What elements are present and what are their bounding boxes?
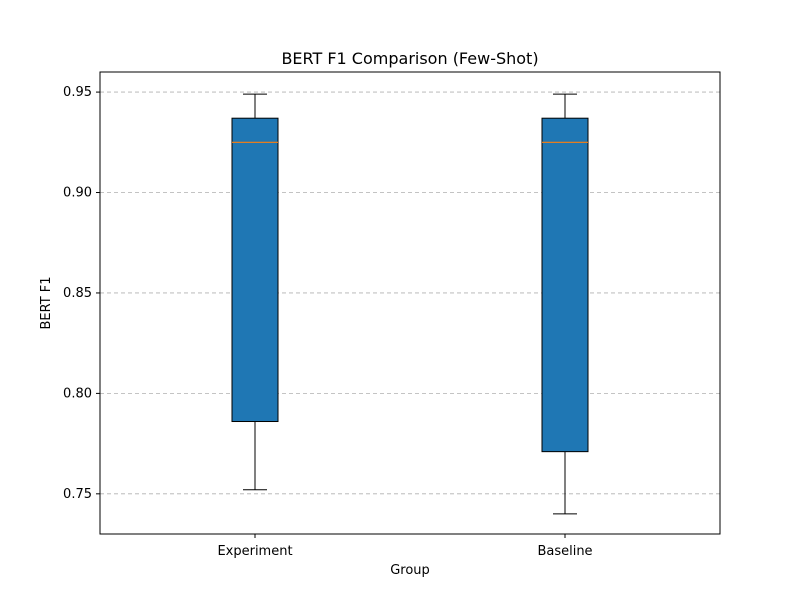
box [541,117,589,453]
x-axis-label: Group [390,563,430,578]
box [231,117,279,423]
y-tick-label: 0.90 [63,186,92,201]
y-tick-label: 0.75 [63,487,92,502]
y-tick-label: 0.85 [63,286,92,301]
plot-area-frame [99,71,721,535]
y-tick-label: 0.80 [63,386,92,401]
y-tick-label: 0.95 [63,85,92,100]
y-axis-label: BERT F1 [39,276,54,329]
grid-layer [100,91,720,495]
x-tick-label: Experiment [217,544,292,559]
chart-title: BERT F1 Comparison (Few-Shot) [281,49,538,68]
plot-layer [231,93,589,515]
x-tick-label: Baseline [537,544,592,559]
axis-layer: 0.75 0.80 0.85 0.90 0.95 Experiment Baseline [63,85,593,559]
